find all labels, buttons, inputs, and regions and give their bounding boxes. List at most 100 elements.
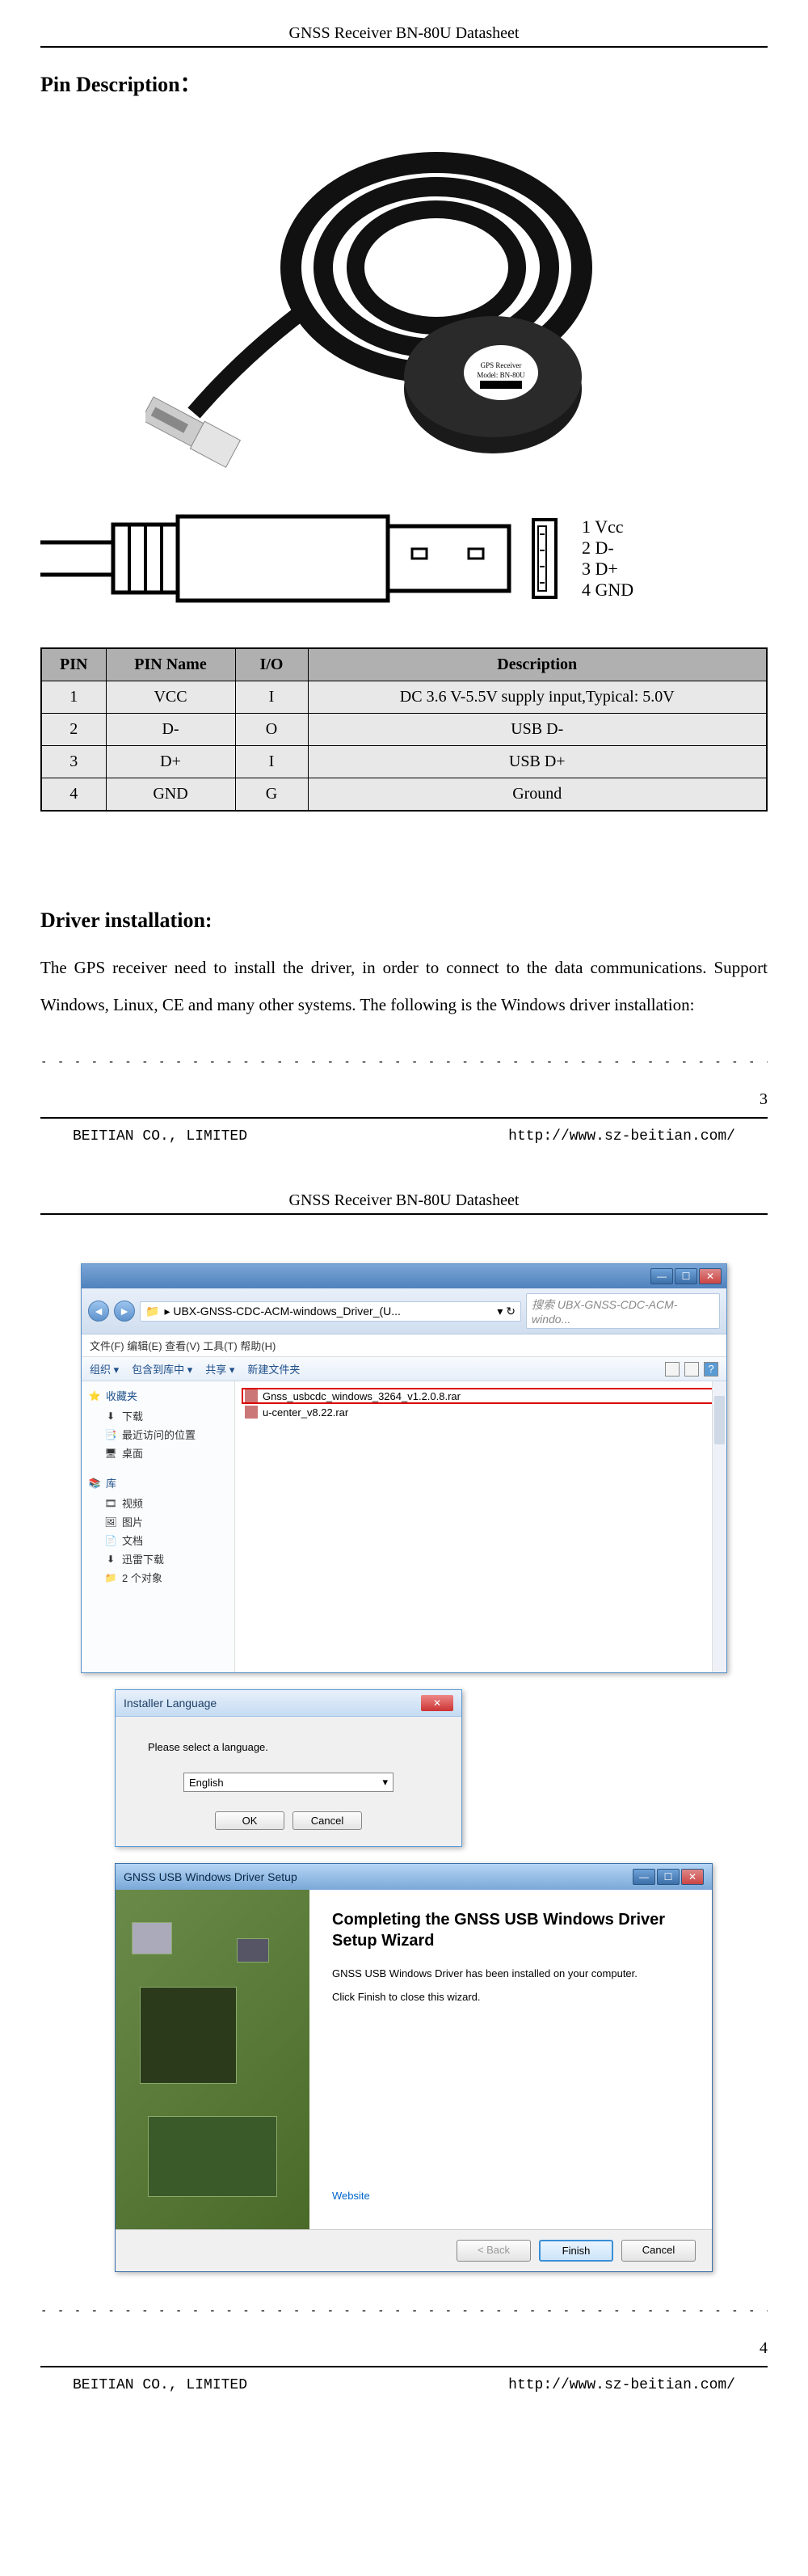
doc-header: GNSS Receiver BN-80U Datasheet [40, 24, 768, 48]
picture-icon: 🖼 [104, 1516, 117, 1528]
back-button[interactable]: < Back [457, 2240, 531, 2262]
table-cell: 3 [41, 746, 106, 778]
cancel-button[interactable]: Cancel [292, 1811, 362, 1830]
sidebar-item[interactable]: 📁2 个对象 [88, 1568, 228, 1587]
sidebar-item[interactable]: ⬇迅雷下载 [88, 1549, 228, 1568]
svg-text:Model: BN-80U: Model: BN-80U [477, 371, 525, 379]
pin-label-3: 3 D+ [582, 559, 633, 580]
view-icon[interactable] [665, 1362, 680, 1377]
installer-language-dialog: Installer Language ✕ Please select a lan… [115, 1689, 462, 1847]
table-cell: 4 [41, 778, 106, 812]
address-input[interactable]: 📁 ▸ UBX-GNSS-CDC-ACM-windows_Driver_(U..… [140, 1301, 521, 1322]
file-item[interactable]: Gnss_usbcdc_windows_3264_v1.2.0.8.rar [242, 1388, 720, 1404]
preview-icon[interactable] [684, 1362, 699, 1377]
sidebar-item[interactable]: ⬇下载 [88, 1406, 228, 1425]
sidebar-item[interactable]: 🖥桌面 [88, 1444, 228, 1462]
newfolder-button[interactable]: 新建文件夹 [247, 1361, 300, 1377]
th-io: I/O [235, 648, 308, 681]
library-icon: 📚 [88, 1477, 101, 1490]
sidebar-item[interactable]: 🖼图片 [88, 1512, 228, 1531]
video-icon: 🎞 [104, 1497, 117, 1510]
recent-icon: 📑 [104, 1428, 117, 1441]
explorer-addressbar: ◄ ► 📁 ▸ UBX-GNSS-CDC-ACM-windows_Driver_… [82, 1288, 726, 1334]
ok-button[interactable]: OK [215, 1811, 284, 1830]
dropdown-icon[interactable]: ▾ ↻ [497, 1305, 516, 1318]
page-3: GNSS Receiver BN-80U Datasheet Pin Descr… [0, 0, 808, 1167]
search-input[interactable]: 搜索 UBX-GNSS-CDC-ACM-windo... [526, 1293, 720, 1329]
svg-text:GPS Receiver: GPS Receiver [481, 361, 522, 369]
table-cell: D- [106, 714, 235, 746]
footer-company: BEITIAN CO., LIMITED [73, 2377, 247, 2393]
sidebar-item[interactable]: 📑最近访问的位置 [88, 1425, 228, 1444]
th-desc: Description [308, 648, 767, 681]
table-cell: D+ [106, 746, 235, 778]
archive-icon [245, 1406, 258, 1419]
pin-label-1: 1 Vcc [582, 516, 633, 538]
installer-prompt: Please select a language. [148, 1741, 429, 1753]
explorer-titlebar[interactable]: — ☐ ✕ [82, 1264, 726, 1288]
close-button[interactable]: ✕ [699, 1268, 722, 1284]
language-value: English [189, 1777, 224, 1789]
forward-button[interactable]: ► [114, 1301, 135, 1322]
library-header[interactable]: 📚库 [88, 1475, 228, 1490]
file-item[interactable]: u-center_v8.22.rar [242, 1404, 720, 1420]
table-row: 1VCCIDC 3.6 V-5.5V supply input,Typical:… [41, 681, 767, 714]
minimize-button[interactable]: — [633, 1869, 655, 1885]
table-cell: Ground [308, 778, 767, 812]
wizard-title-text: GNSS USB Windows Driver Setup [124, 1870, 297, 1883]
table-cell: DC 3.6 V-5.5V supply input,Typical: 5.0V [308, 681, 767, 714]
page-4: GNSS Receiver BN-80U Datasheet — ☐ ✕ ◄ ►… [0, 1167, 808, 2416]
help-icon[interactable]: ? [704, 1362, 718, 1377]
table-row: 2D-OUSB D- [41, 714, 767, 746]
website-link[interactable]: Website [332, 2190, 689, 2202]
sidebar-item[interactable]: 📄文档 [88, 1531, 228, 1549]
organize-menu[interactable]: 组织 ▾ [90, 1361, 119, 1377]
pin-label-4: 4 GND [582, 580, 633, 601]
maximize-button[interactable]: ☐ [675, 1268, 697, 1284]
close-button[interactable]: ✕ [681, 1869, 704, 1885]
table-cell: O [235, 714, 308, 746]
maximize-button[interactable]: ☐ [657, 1869, 680, 1885]
table-cell: I [235, 681, 308, 714]
wizard-text-1: GNSS USB Windows Driver has been install… [332, 1967, 689, 1979]
product-photo: GPS Receiver Model: BN-80U [145, 122, 663, 478]
close-icon[interactable]: ✕ [421, 1695, 453, 1711]
footer-company: BEITIAN CO., LIMITED [73, 1128, 247, 1145]
share-menu[interactable]: 共享 ▾ [205, 1361, 234, 1377]
include-menu[interactable]: 包含到库中 ▾ [132, 1361, 192, 1377]
pin-description-table: PIN PIN Name I/O Description 1VCCIDC 3.6… [40, 647, 768, 812]
cancel-button[interactable]: Cancel [621, 2240, 696, 2262]
installer-title-text: Installer Language [124, 1697, 217, 1710]
wizard-footer: < Back Finish Cancel [116, 2229, 712, 2271]
pin-labels: 1 Vcc 2 D- 3 D+ 4 GND [582, 516, 633, 601]
footer-url: http://www.sz-beitian.com/ [508, 1128, 735, 1145]
dash-separator: - - - - - - - - - - - - - - - - - - - - … [40, 2304, 768, 2317]
finish-button[interactable]: Finish [539, 2240, 613, 2262]
table-row: 4GNDGGround [41, 778, 767, 812]
folder-icon: 📁 [104, 1571, 117, 1584]
wizard-heading: Completing the GNSS USB Windows Driver S… [332, 1909, 689, 1951]
setup-wizard-window: GNSS USB Windows Driver Setup — ☐ ✕ Comp… [115, 1863, 713, 2272]
page-footer-3: 3 BEITIAN CO., LIMITED http://www.sz-bei… [40, 1117, 768, 1151]
table-cell: USB D- [308, 714, 767, 746]
explorer-filelist: Gnss_usbcdc_windows_3264_v1.2.0.8.raru-c… [235, 1381, 726, 1672]
minimize-button[interactable]: — [650, 1268, 673, 1284]
explorer-sidebar: ⭐收藏夹 ⬇下载 📑最近访问的位置 🖥桌面 📚库 🎞视频 🖼图片 📄文档 ⬇迅雷… [82, 1381, 235, 1672]
installer-titlebar[interactable]: Installer Language ✕ [116, 1690, 461, 1717]
table-cell: USB D+ [308, 746, 767, 778]
table-cell: VCC [106, 681, 235, 714]
table-row: 3D+IUSB D+ [41, 746, 767, 778]
wizard-titlebar[interactable]: GNSS USB Windows Driver Setup — ☐ ✕ [116, 1864, 712, 1890]
explorer-menubar[interactable]: 文件(F) 编辑(E) 查看(V) 工具(T) 帮助(H) [82, 1334, 726, 1357]
explorer-window: — ☐ ✕ ◄ ► 📁 ▸ UBX-GNSS-CDC-ACM-windows_D… [81, 1263, 727, 1673]
favorites-header[interactable]: ⭐收藏夹 [88, 1388, 228, 1403]
back-button[interactable]: ◄ [88, 1301, 109, 1322]
dash-separator: - - - - - - - - - - - - - - - - - - - - … [40, 1056, 768, 1069]
table-cell: GND [106, 778, 235, 812]
scrollbar[interactable] [712, 1381, 726, 1672]
desktop-icon: 🖥 [104, 1447, 117, 1460]
language-select[interactable]: English ▾ [183, 1773, 393, 1792]
sidebar-item[interactable]: 🎞视频 [88, 1494, 228, 1512]
download-icon: ⬇ [104, 1410, 117, 1423]
page-number: 4 [760, 2339, 768, 2358]
